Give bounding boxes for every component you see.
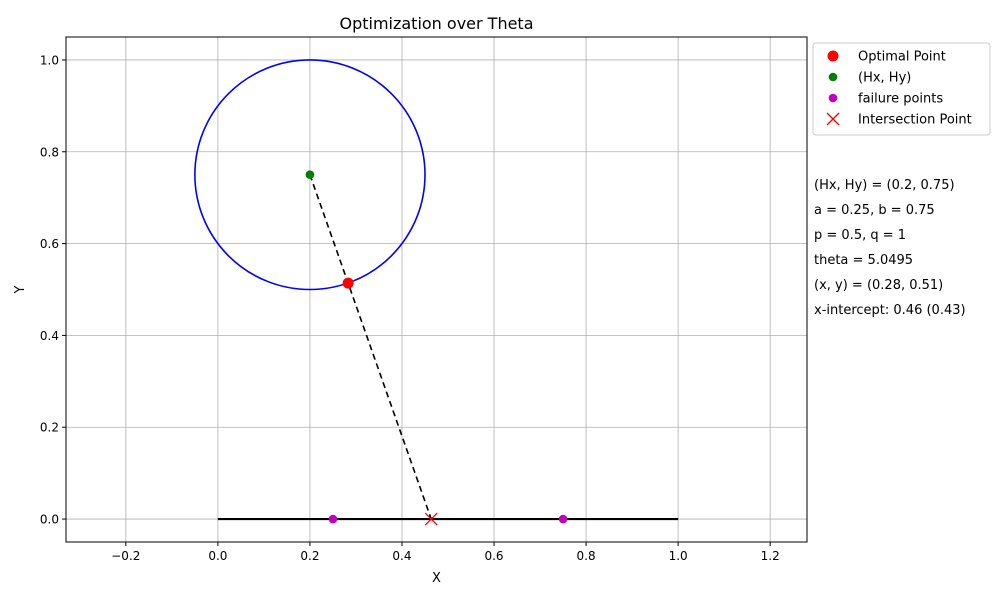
y-tick-label: 0.2 [40, 421, 59, 435]
annotation-text: x-intercept: 0.46 (0.43) [814, 303, 966, 318]
legend: Optimal Point (Hx, Hy) failure points Inter… [812, 42, 991, 136]
x-tick-label: 0.2 [300, 549, 319, 563]
dashed-line [309, 174, 432, 520]
legend-label: Intersection Point [858, 113, 972, 128]
annotation-text: (x, y) = (0.28, 0.51) [814, 278, 943, 293]
legend-label: (Hx, Hy) [858, 71, 911, 86]
annotations: (Hx, Hy) = (0.2, 0.75) a = 0.25, b = 0.75… [814, 178, 966, 318]
series-1-point [305, 170, 315, 180]
x-tick-label: 0.0 [208, 549, 227, 563]
x-tick-label: 0.8 [577, 549, 596, 563]
legend-marker [827, 50, 839, 62]
legend-marker-stroke [826, 112, 840, 126]
x-tick-label: 1.0 [669, 549, 688, 563]
legend-label: Optimal Point [858, 50, 946, 65]
y-axis-label: Y [13, 285, 28, 294]
annotation-text: (Hx, Hy) = (0.2, 0.75) [814, 178, 955, 193]
x-tick-label: −0.2 [111, 549, 140, 563]
ticks: −0.2 0.0 0.2 0.4 0.6 0.8 1.0 1.2 0.0 0.2 0.4 0.6 0.8… [40, 53, 780, 563]
y-tick-label: 0.6 [40, 237, 59, 251]
series-2-point [558, 514, 568, 524]
x-tick-label: 0.6 [484, 549, 503, 563]
circle-curve [194, 59, 426, 291]
legend-marker [828, 72, 838, 82]
y-tick-label: 0.8 [40, 145, 59, 159]
x-tick-label: 0.4 [392, 549, 411, 563]
series-0-point [342, 277, 354, 289]
series-3-point [424, 512, 438, 526]
legend-box [812, 42, 991, 136]
y-tick-label: 0.4 [40, 329, 59, 343]
annotation-text: p = 0.5, q = 1 [814, 228, 906, 243]
series-2-point [328, 514, 338, 524]
legend-marker [828, 93, 838, 103]
series-3-point-stroke [424, 512, 438, 526]
y-tick-label: 1.0 [40, 53, 59, 67]
chart-title: Optimization over Theta [339, 14, 533, 33]
legend-marker [826, 112, 840, 126]
plot-area [194, 59, 679, 526]
annotation-text: a = 0.25, b = 0.75 [814, 203, 935, 218]
x-axis-label: X [432, 571, 441, 586]
x-tick-label: 1.2 [761, 549, 780, 563]
axes-frame [65, 36, 808, 543]
annotation-text: theta = 5.0495 [814, 253, 913, 268]
legend-label: failure points [858, 92, 943, 107]
y-tick-label: 0.0 [40, 513, 59, 527]
